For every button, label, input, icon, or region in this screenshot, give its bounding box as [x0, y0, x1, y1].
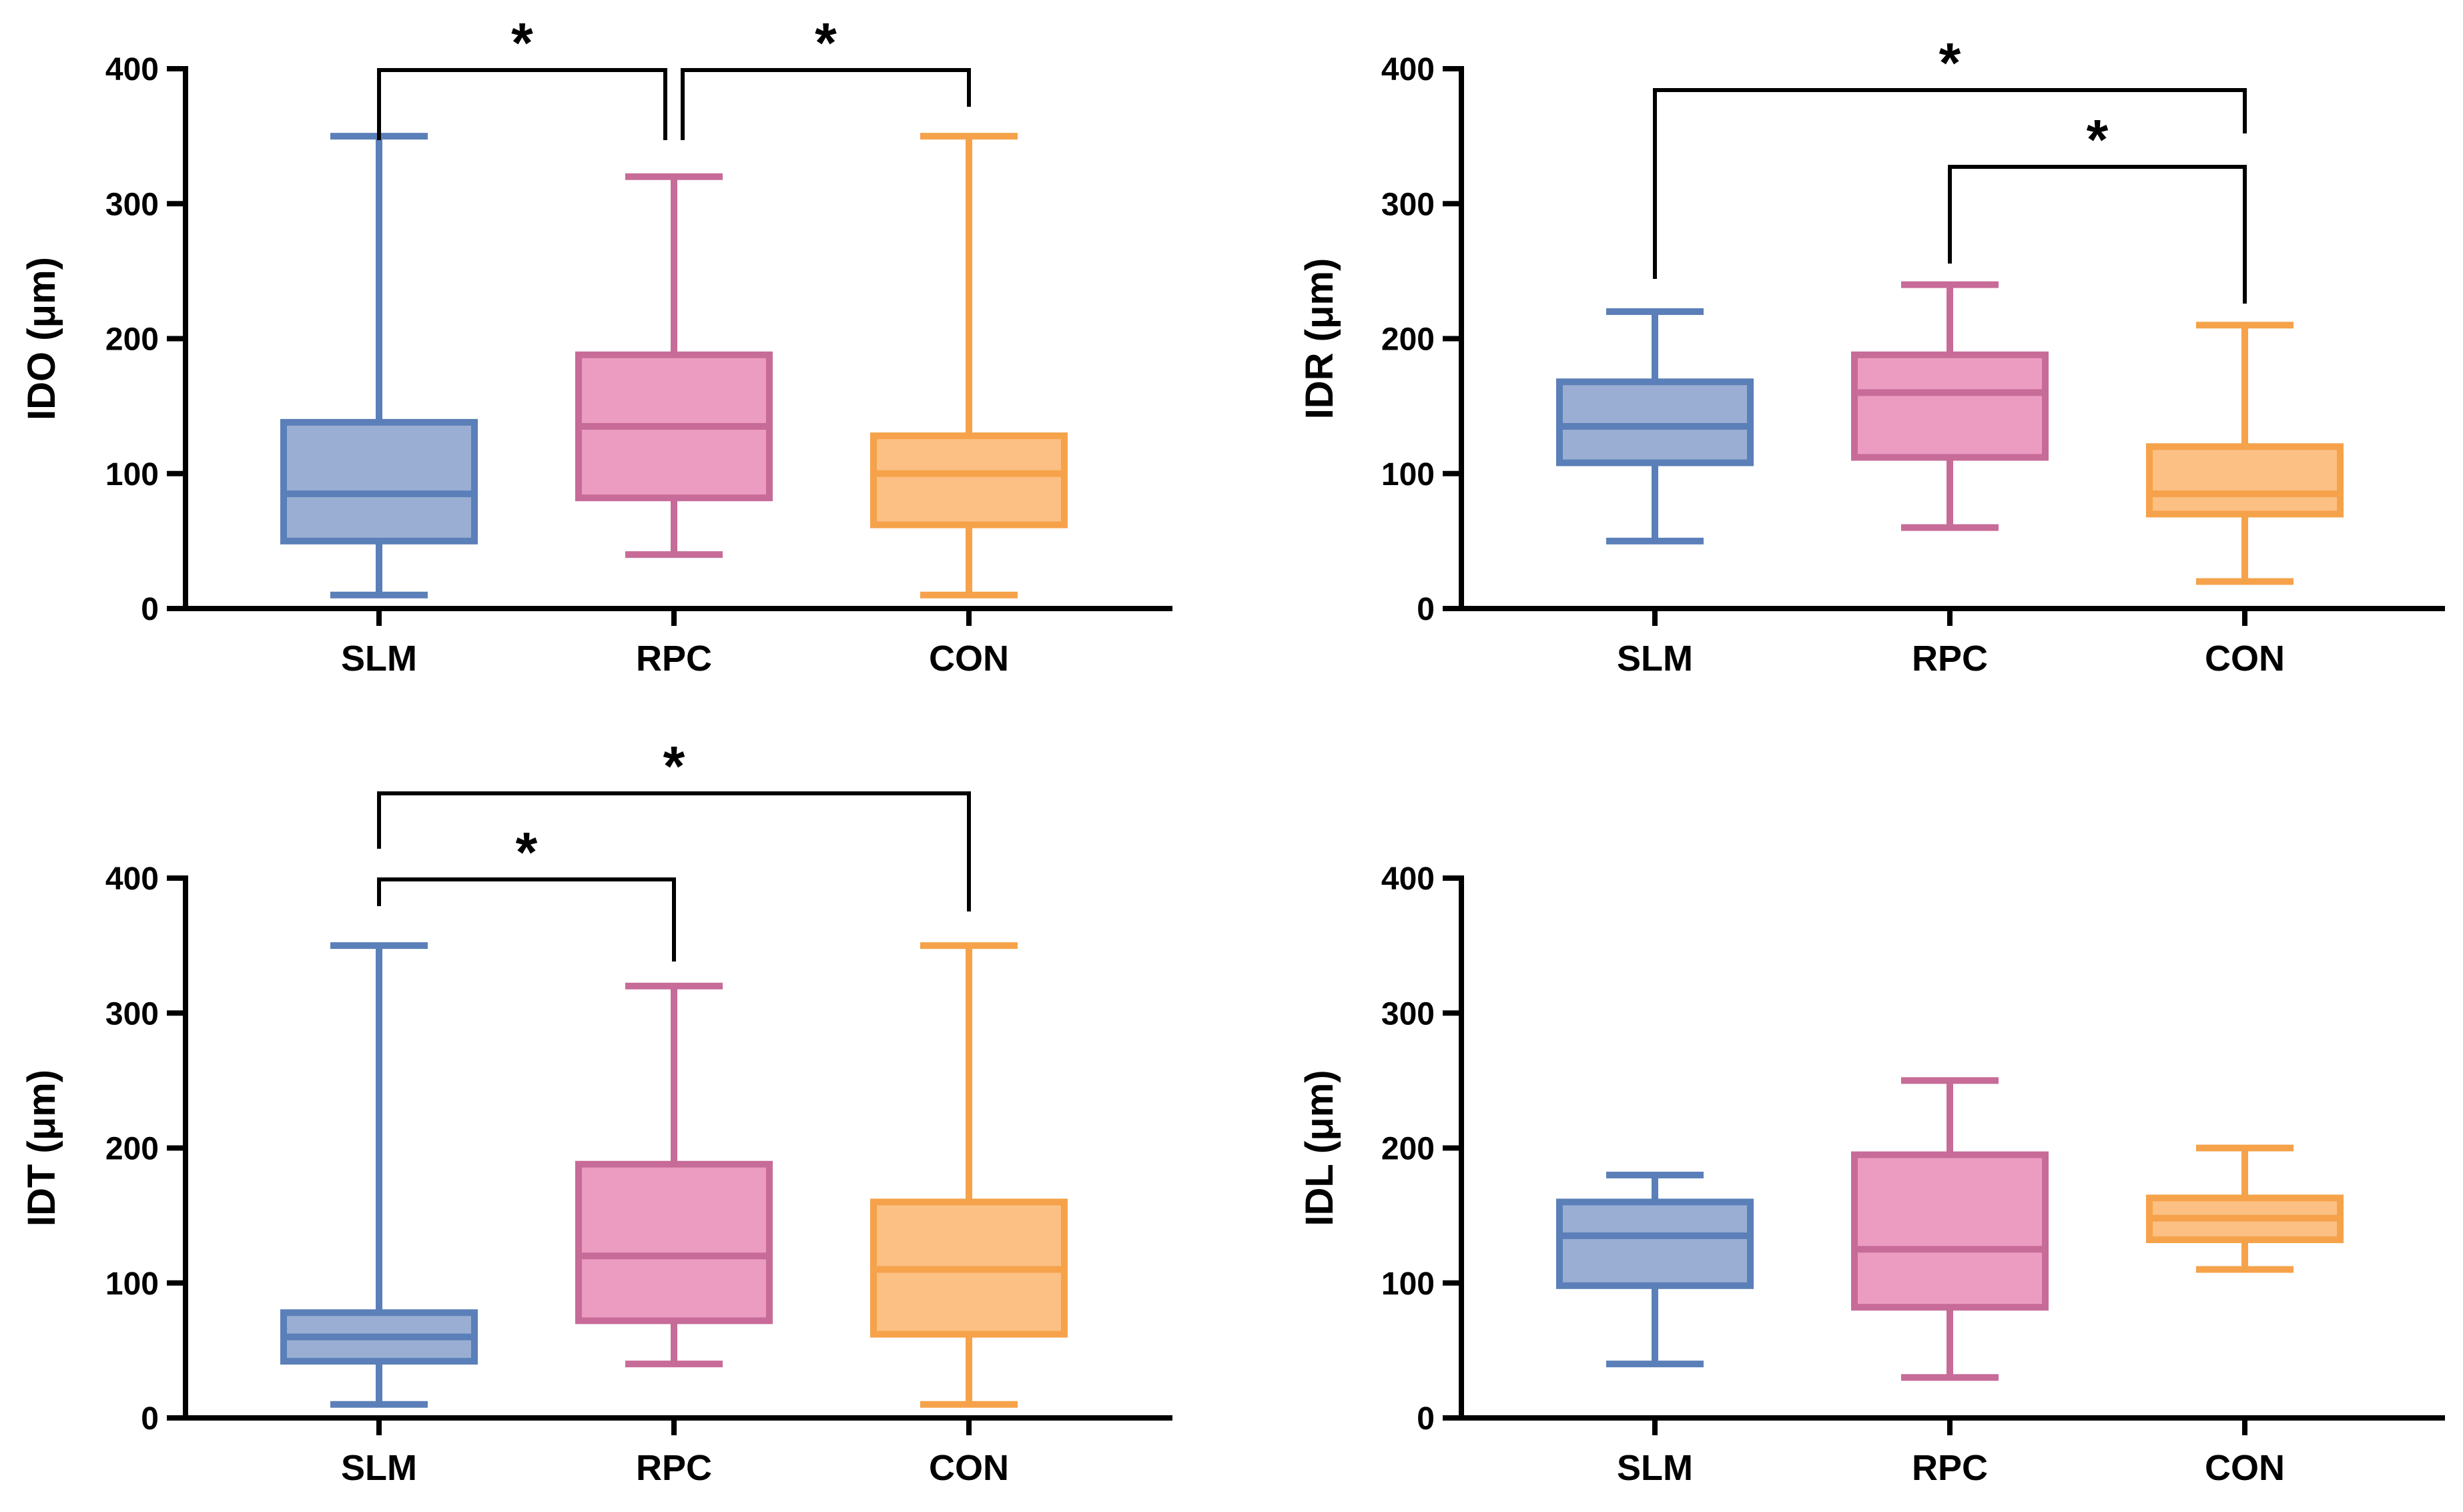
box-rpc	[575, 173, 773, 558]
y-axis-label: IDO (μm)	[20, 257, 63, 420]
box-iqr	[1851, 1151, 2049, 1311]
box-iqr	[870, 432, 1068, 528]
y-tick-label: 100	[105, 457, 159, 492]
box-rpc	[1851, 281, 2049, 531]
x-tick-label: RPC	[636, 639, 712, 679]
box-slm	[280, 942, 478, 1408]
y-tick-label: 0	[1417, 592, 1435, 627]
significance-bracket: *	[377, 735, 971, 911]
panel-ido: 0 100 200 300 400 IDO (μm) SLM RPC CON * *	[20, 11, 1172, 679]
y-tick-label: 0	[141, 592, 159, 627]
y-tick-label: 300	[105, 996, 159, 1032]
y-tick-label: 100	[105, 1266, 159, 1302]
y-axis-label: IDR (μm)	[1298, 258, 1341, 420]
panel-idl: 0 100 200 300 400 IDL (μm) SLM RPC CON	[1298, 861, 2445, 1488]
box-iqr	[2146, 443, 2344, 518]
box-iqr	[575, 1160, 773, 1325]
x-tick-label: CON	[929, 1448, 1009, 1488]
bracket-line	[377, 877, 676, 962]
x-tick-label: CON	[2205, 639, 2285, 679]
y-axis-label: IDT (μm)	[20, 1070, 63, 1226]
x-tick-label: CON	[929, 639, 1009, 679]
x-tick-label: SLM	[341, 639, 417, 679]
y-tick-label: 400	[1381, 861, 1435, 897]
y-tick-label: 100	[1381, 457, 1435, 492]
y-tick-label: 200	[1381, 322, 1435, 358]
y-tick-label: 400	[1381, 52, 1435, 87]
x-tick-label: SLM	[1617, 639, 1693, 679]
box-slm	[1556, 1171, 1754, 1368]
significance-star: *	[511, 11, 533, 74]
y-tick-label: 300	[1381, 187, 1435, 222]
significance-bracket: *	[377, 821, 676, 962]
box-con	[870, 942, 1068, 1408]
panel-idr: 0 100 200 300 400 IDR (μm) SLM RPC CON * *	[1298, 31, 2445, 679]
significance-bracket: *	[681, 11, 971, 140]
box-slm	[280, 133, 478, 599]
bracket-line	[377, 791, 971, 911]
bracket-line	[681, 68, 971, 140]
box-rpc	[575, 982, 773, 1368]
box-iqr	[1556, 1198, 1754, 1289]
bracket-line	[377, 68, 667, 140]
x-tick-label: SLM	[1617, 1448, 1693, 1488]
significance-star: *	[815, 11, 837, 74]
significance-bracket: *	[1948, 108, 2247, 304]
x-tick-label: RPC	[1912, 639, 1988, 679]
box-con	[870, 133, 1068, 599]
y-axis-label: IDL (μm)	[1298, 1070, 1341, 1226]
box-slm	[1556, 308, 1754, 544]
significance-star: *	[516, 821, 538, 883]
y-tick-label: 0	[1417, 1401, 1435, 1437]
panel-idt: 0 100 200 300 400 IDT (μm) SLM RPC CON * *	[20, 735, 1172, 1488]
y-tick-label: 300	[1381, 996, 1435, 1032]
significance-bracket: *	[377, 11, 667, 140]
y-tick-label: 0	[141, 1401, 159, 1437]
box-con	[2146, 322, 2344, 585]
significance-bracket: *	[1653, 31, 2247, 279]
x-tick-label: SLM	[341, 1448, 417, 1488]
x-tick-label: CON	[2205, 1448, 2285, 1488]
box-iqr	[1851, 351, 2049, 461]
significance-star: *	[1939, 31, 1961, 94]
y-tick-label: 200	[105, 322, 159, 358]
x-tick-label: RPC	[1912, 1448, 1988, 1488]
y-tick-label: 300	[105, 187, 159, 222]
bracket-line	[1653, 88, 2247, 279]
y-tick-label: 200	[105, 1132, 159, 1167]
box-con	[2146, 1144, 2344, 1273]
significance-star: *	[663, 735, 685, 797]
box-iqr	[280, 418, 478, 544]
y-tick-label: 200	[1381, 1132, 1435, 1167]
box-iqr	[1556, 378, 1754, 466]
x-tick-label: RPC	[636, 1448, 712, 1488]
bracket-line	[1948, 165, 2247, 304]
y-tick-label: 400	[105, 861, 159, 897]
y-tick-label: 400	[105, 52, 159, 87]
y-tick-label: 100	[1381, 1266, 1435, 1302]
significance-star: *	[2087, 108, 2109, 171]
box-rpc	[1851, 1077, 2049, 1381]
